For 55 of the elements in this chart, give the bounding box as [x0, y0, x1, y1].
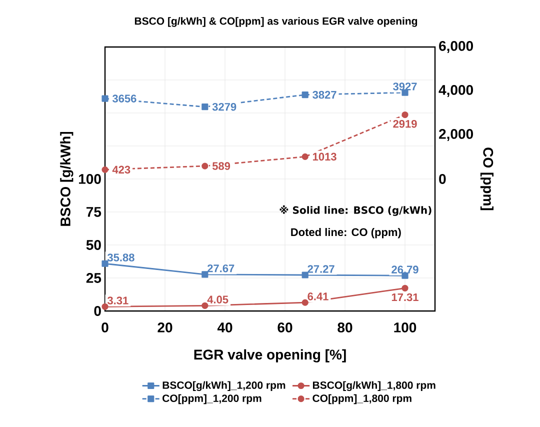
y2-tick-label: 0: [439, 174, 446, 184]
y-tick-label: 0: [94, 306, 101, 316]
point: [402, 111, 408, 118]
x-tick-label: 80: [338, 322, 352, 332]
point: [102, 95, 108, 102]
point: [402, 284, 408, 292]
data-label: 27.67: [207, 264, 234, 272]
y-tick-label: 25: [86, 273, 102, 283]
data-label: 3656: [112, 94, 136, 102]
point: [102, 166, 108, 173]
data-label: 3279: [212, 102, 236, 111]
x-tick-label: 20: [158, 322, 172, 332]
x-tick-label: 60: [278, 322, 292, 332]
y2-axis-title: CO [ppm]: [480, 148, 494, 210]
data-label: 3827: [312, 90, 336, 99]
x-tick-label: 40: [217, 322, 232, 332]
data-label: 589: [212, 162, 230, 170]
point: [302, 272, 308, 278]
x-axis-title: EGR valve opening [%]: [194, 349, 346, 362]
y-tick-label: 100: [78, 174, 101, 184]
point: [202, 271, 208, 278]
y2-tick-label: 6,000: [439, 41, 473, 53]
data-label: 17.31: [392, 293, 418, 302]
point: [102, 303, 108, 310]
data-label: 423: [112, 166, 130, 174]
point: [202, 162, 208, 170]
legend-label: CO[ppm]_1,200 rpm: [162, 394, 262, 404]
y-axis-title: BSCO [g/kWh]: [60, 132, 74, 226]
y-tick-label: 50: [86, 240, 101, 250]
point: [202, 104, 208, 110]
chart-title: BSCO [g/kWh] & CO[ppm] as various EGR valve opening: [134, 17, 418, 27]
data-label: 26.79: [392, 266, 418, 274]
point: [302, 153, 308, 160]
data-label: 2919: [393, 120, 417, 128]
data-label: 6.41: [308, 292, 328, 300]
legend-label: CO[ppm]_1,800 rpm: [312, 394, 412, 404]
data-label: 4.05: [207, 296, 228, 304]
annotation: Doted line: CO (ppm): [291, 228, 401, 238]
data-label: 35.88: [107, 254, 134, 262]
y-tick-label: 75: [86, 207, 102, 217]
point: [102, 260, 108, 267]
legend-label: BSCO[g/kWh]_1,200 rpm: [162, 381, 286, 392]
x-tick-label: 100: [394, 322, 416, 332]
y2-tick-label: 2,000: [439, 129, 473, 141]
data-label: 27.27: [308, 265, 334, 273]
y2-tick-label: 4,000: [438, 85, 473, 97]
data-label: 3927: [393, 82, 417, 90]
x-tick-label: 0: [102, 322, 108, 332]
data-label: 1013: [312, 152, 336, 161]
point: [302, 299, 308, 306]
point: [302, 91, 308, 98]
point: [202, 302, 208, 309]
annotation: ※ Solid line: BSCO (g/kWh): [280, 205, 432, 216]
data-label: 3.31: [107, 296, 128, 304]
legend-label: BSCO[g/kWh]_1,800 rpm: [312, 381, 436, 392]
